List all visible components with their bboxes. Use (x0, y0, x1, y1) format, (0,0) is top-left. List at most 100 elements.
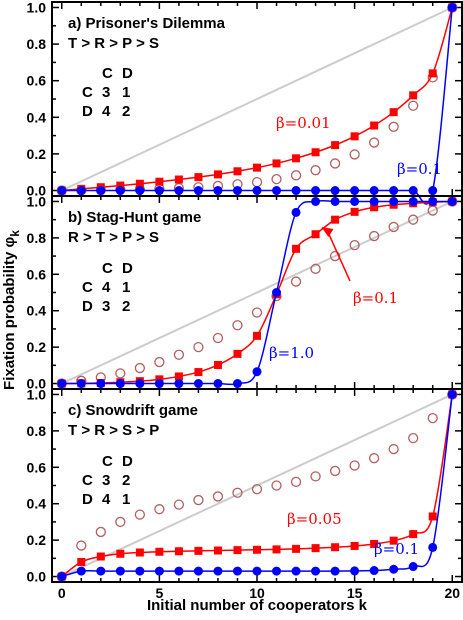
filled-circle-point (330, 566, 340, 576)
open-circle-point (232, 320, 243, 331)
filled-circle-point (272, 288, 282, 297)
square-point (253, 163, 261, 172)
x-tick-label: 15 (347, 585, 363, 601)
filled-circle-point (291, 207, 301, 217)
neutral-line (61, 200, 453, 385)
filled-circle-point (96, 566, 106, 576)
y-tick-label: 0.6 (27, 73, 47, 89)
open-circle-point (388, 221, 399, 233)
y-tick-label: 0.0 (27, 183, 47, 199)
filled-circle-point (57, 572, 67, 582)
open-circle-point (134, 509, 146, 520)
y-tick-label: 0.6 (27, 266, 47, 282)
y-tick-label: 0.0 (27, 569, 47, 585)
square-point (213, 546, 222, 555)
y-tick-label: 0.4 (27, 109, 47, 125)
filled-circle-point (135, 379, 145, 389)
filled-circle-point (389, 196, 399, 206)
y-axis-label: Fixation probability φk (1, 230, 22, 390)
filled-circle-point (447, 389, 457, 399)
open-circle-point (134, 362, 146, 374)
filled-circle-point (350, 566, 360, 576)
open-circle-point (408, 100, 419, 111)
open-circle-point (368, 137, 380, 148)
payoff-col-header: C (102, 453, 113, 470)
arrow-line (326, 230, 351, 282)
filled-circle-point (369, 196, 379, 206)
y-tick-label: 0.4 (27, 303, 47, 319)
neutral-line (61, 393, 453, 578)
payoff-cell: 4 (102, 279, 111, 296)
payoff-row-label: C (82, 472, 93, 489)
payoff-cell: 1 (122, 491, 130, 508)
square-point (194, 546, 203, 555)
payoff-cell: 1 (122, 279, 130, 296)
open-circle-point (271, 480, 282, 491)
filled-circle-point (350, 196, 360, 206)
y-tick-label: 0.2 (27, 146, 47, 162)
square-point (428, 69, 437, 78)
x-tick-label: 10 (249, 585, 265, 601)
square-point (194, 368, 203, 377)
y-tick-label: 0.0 (27, 376, 47, 392)
filled-circle-point (447, 196, 457, 206)
panel-plot-2: 0.0 0.2 0.4 0.6 0.8 1.0 β=0.05 β=0.1 (27, 386, 463, 585)
panel-title: a) Prisoner's Dilemma (68, 15, 226, 32)
payoff-cell: 3 (102, 298, 110, 315)
open-circle-point (271, 174, 282, 185)
filled-circle-point (115, 379, 125, 389)
panel-stag-hunt: b) Stag-Hunt game R > T > P > S C D C 4 … (68, 209, 201, 315)
filled-circle-point (193, 379, 203, 389)
square-point (174, 372, 183, 381)
square-point (96, 552, 105, 561)
filled-circle-point (350, 186, 360, 196)
filled-circle-point (232, 566, 242, 576)
square-point (350, 132, 359, 141)
y-tick-label: 0.4 (27, 496, 47, 512)
filled-circle-point (76, 379, 86, 389)
y-tick-label: 1.0 (27, 386, 47, 402)
filled-circle-point (57, 186, 67, 196)
payoff-cell: 1 (122, 84, 130, 101)
x-axis-label: Initial number of cooperators k (147, 597, 368, 614)
open-circle-point (329, 465, 341, 477)
series-line-high-beta (61, 199, 453, 386)
open-circle-point (408, 214, 419, 225)
open-circle-point (349, 149, 360, 160)
x-tick-label: 5 (155, 585, 163, 601)
open-circle-point (115, 516, 126, 528)
square-point (174, 175, 183, 184)
filled-circle-point (408, 186, 418, 196)
panel-condition: T > R > P > S (68, 35, 159, 52)
open-circle-point (173, 349, 185, 360)
y-tick-label: 0.8 (27, 230, 47, 246)
open-circle-point (251, 176, 263, 188)
filled-circle-point (252, 367, 262, 377)
open-circle-point (76, 540, 87, 551)
payoff-row-label: D (82, 103, 93, 120)
x-tick-label: 20 (444, 585, 460, 601)
open-circle-point (349, 460, 360, 471)
payoff-col-header: C (102, 65, 113, 82)
square-point (155, 177, 164, 186)
filled-circle-point (193, 566, 203, 576)
payoff-row-label: C (82, 279, 93, 296)
square-point (370, 539, 379, 548)
square-point (155, 547, 164, 556)
beta-label: β=1.0 (269, 344, 314, 362)
payoff-col-header: D (122, 65, 133, 82)
open-circle-point (329, 250, 341, 262)
payoff-cell: 2 (122, 298, 130, 315)
filled-circle-point (232, 379, 242, 389)
payoff-matrix: C D C 3 1 D 4 2 (82, 65, 133, 120)
panel-prisoners-dilemma: a) Prisoner's Dilemma T > R > P > S C D … (68, 15, 226, 120)
open-circle-point (212, 491, 224, 502)
payoff-cell: 4 (102, 491, 111, 508)
filled-circle-point (96, 186, 106, 196)
filled-circle-point (389, 186, 399, 196)
payoff-cell: 2 (122, 103, 130, 120)
square-point (370, 121, 379, 130)
y-tick-label: 0.8 (27, 423, 47, 439)
square-point (350, 541, 359, 550)
